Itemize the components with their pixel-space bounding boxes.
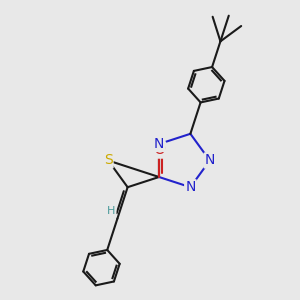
- Text: O: O: [153, 142, 165, 158]
- Text: N: N: [154, 137, 164, 151]
- Text: H: H: [107, 206, 116, 216]
- Text: S: S: [104, 154, 112, 167]
- Text: N: N: [205, 154, 215, 167]
- Text: N: N: [185, 180, 196, 194]
